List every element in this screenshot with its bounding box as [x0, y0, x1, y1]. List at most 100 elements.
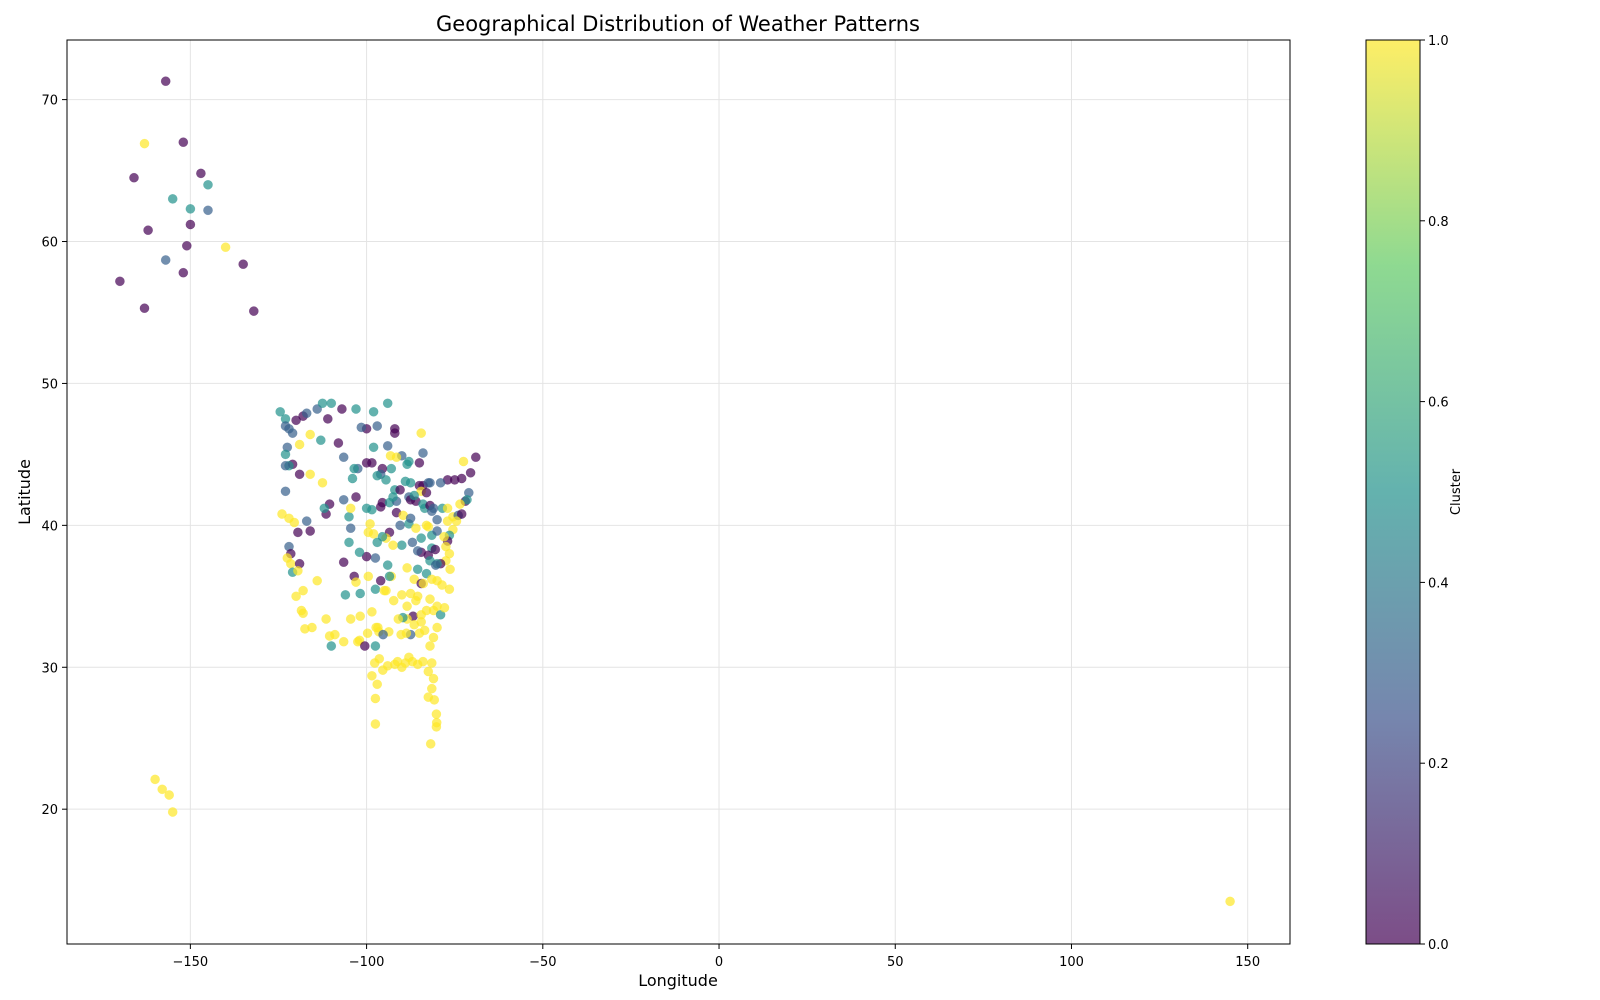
data-point	[444, 584, 455, 595]
data-point	[377, 665, 388, 675]
data-point	[139, 303, 150, 314]
data-point	[414, 458, 425, 468]
data-point	[305, 429, 316, 440]
data-point	[402, 459, 412, 470]
data-point	[412, 546, 423, 556]
data-point	[355, 588, 366, 599]
data-point	[160, 255, 171, 265]
data-point	[365, 519, 375, 529]
data-point	[411, 523, 421, 534]
data-point	[435, 477, 446, 488]
data-point	[361, 551, 372, 562]
data-point	[409, 490, 420, 501]
data-point	[372, 470, 383, 481]
colorbar-tick-label: 0.2	[1428, 757, 1449, 772]
data-point	[349, 463, 360, 474]
data-point	[359, 641, 370, 651]
data-point	[347, 473, 358, 484]
colorbar-tick-label: 0.6	[1428, 396, 1449, 411]
data-point	[305, 526, 316, 536]
x-tick-label: −50	[529, 955, 556, 970]
data-point	[298, 585, 308, 596]
data-point	[405, 588, 416, 599]
data-point	[381, 475, 391, 485]
data-point	[333, 438, 344, 448]
data-point	[385, 450, 396, 461]
data-point	[432, 622, 442, 633]
data-point	[315, 435, 326, 446]
data-point	[423, 521, 434, 532]
data-point	[345, 503, 356, 514]
data-point	[351, 577, 361, 587]
x-tick-label: −150	[172, 955, 208, 970]
data-point	[425, 739, 436, 749]
data-point	[160, 76, 171, 87]
data-point	[362, 628, 373, 639]
colorbar	[1366, 40, 1420, 944]
data-point	[338, 557, 349, 568]
data-point	[178, 267, 189, 278]
x-tick-label: 150	[1235, 955, 1260, 970]
data-point	[352, 636, 363, 647]
colorbar-tick-label: 1.0	[1428, 34, 1449, 49]
data-point	[431, 709, 442, 719]
data-point	[326, 398, 337, 409]
data-point	[280, 486, 291, 497]
data-point	[428, 632, 439, 643]
data-point	[370, 641, 381, 651]
data-point	[384, 571, 395, 582]
data-point	[363, 571, 374, 582]
data-point	[319, 503, 330, 514]
data-point	[181, 240, 192, 251]
data-point	[196, 168, 206, 179]
data-point	[451, 516, 462, 526]
data-point	[330, 629, 340, 640]
data-point	[167, 194, 178, 204]
data-point	[280, 421, 291, 431]
data-point	[167, 807, 178, 817]
data-point	[367, 504, 377, 515]
data-point	[248, 306, 259, 316]
data-point	[386, 463, 397, 474]
data-point	[425, 641, 435, 651]
data-point	[312, 575, 323, 586]
data-point	[426, 683, 437, 694]
data-point	[445, 564, 455, 575]
colorbar-tick-label: 0.8	[1428, 215, 1449, 230]
data-point	[442, 516, 453, 526]
data-point	[185, 219, 196, 230]
data-point	[355, 611, 366, 622]
data-point	[426, 658, 437, 668]
y-tick-label: 20	[41, 803, 58, 818]
data-point	[345, 523, 356, 534]
data-point	[367, 670, 377, 681]
data-point	[439, 531, 449, 542]
data-point	[455, 499, 465, 509]
data-point	[426, 506, 437, 517]
data-point	[402, 601, 412, 612]
data-point	[344, 511, 354, 522]
data-point	[275, 406, 286, 417]
x-tick-label: 0	[715, 955, 723, 970]
data-point	[402, 563, 412, 573]
data-point	[351, 404, 361, 414]
data-point	[294, 439, 305, 450]
data-point	[301, 516, 312, 526]
data-point	[139, 138, 150, 149]
y-tick-label: 70	[41, 94, 58, 109]
data-point	[374, 653, 385, 664]
data-point	[382, 398, 393, 409]
y-tick-label: 40	[41, 519, 58, 534]
data-point	[338, 452, 349, 463]
data-point	[409, 619, 420, 630]
data-point	[293, 527, 303, 538]
data-point	[157, 784, 168, 795]
x-tick-label: 100	[1059, 955, 1084, 970]
data-point	[367, 607, 377, 617]
data-point	[409, 574, 420, 585]
data-point	[129, 172, 139, 183]
data-point	[351, 492, 361, 502]
data-point	[203, 179, 213, 190]
data-point	[405, 513, 416, 524]
